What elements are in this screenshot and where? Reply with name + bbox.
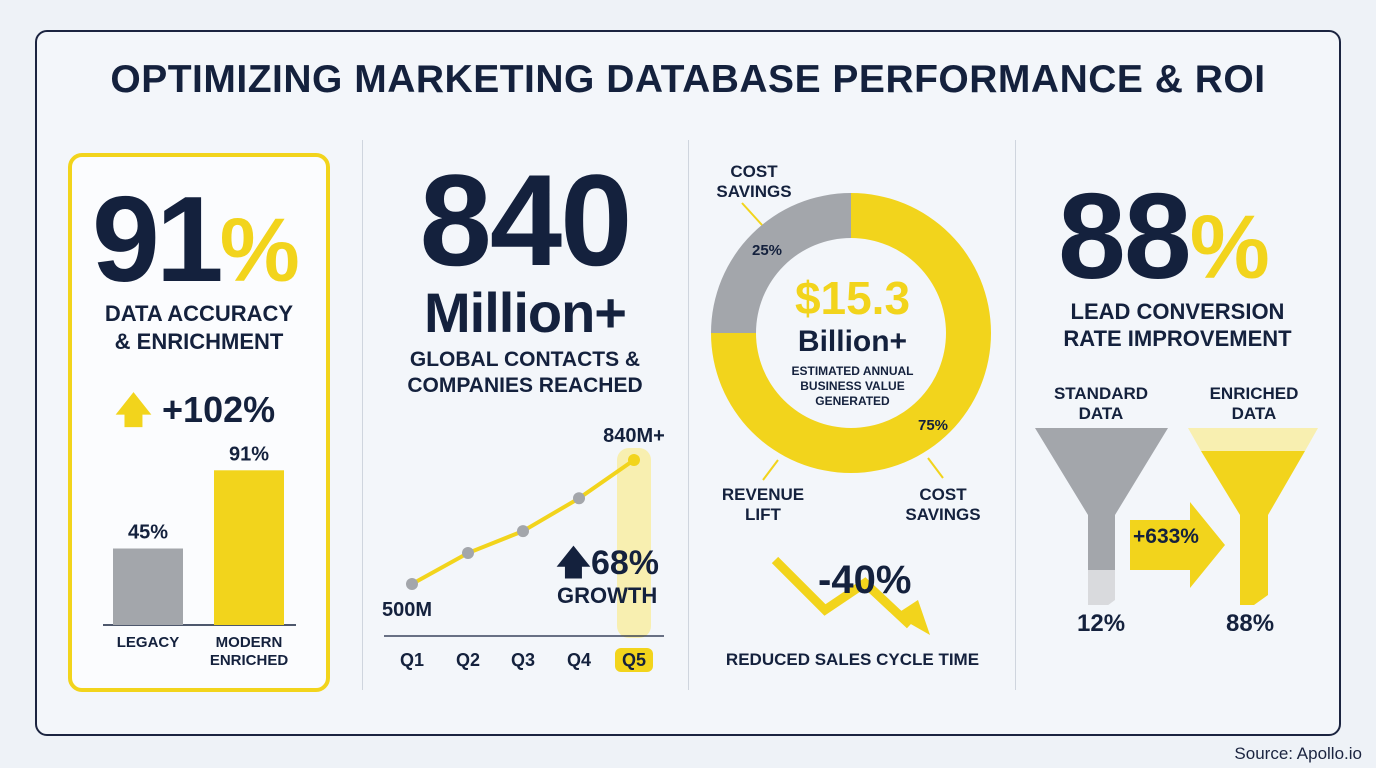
arrow-up-icon: 🡅 [115,389,153,430]
enriched-funnel [1201,451,1305,605]
reduction-label: REDUCED SALES CYCLE TIME [725,650,980,669]
label-line: LEAD CONVERSION [1070,299,1285,324]
percent-sign: % [219,201,300,301]
data-point [573,492,585,505]
data-point [462,547,474,559]
enriched-value: 88% [1226,610,1275,637]
increase-arrow [1130,502,1225,588]
conversion-number: 88 [1058,168,1192,304]
growth-label: GROWTH [557,583,658,608]
conversion-value: 88% [1058,175,1270,298]
label-line: BUSINESS VALUE [800,379,905,393]
cost-savings-label-top: COST SAVINGS [700,162,808,202]
label-line: REVENUE [721,485,805,504]
label-line: STANDARD [1053,384,1149,403]
label-line: DATA [1078,404,1124,423]
funnel-chart [1035,428,1318,605]
accuracy-number: 91 [92,171,224,307]
growth-value: 🡅68% [556,545,659,581]
x-tick-label: Q5 [622,650,646,670]
label-line: COMPANIES REACHED [407,374,643,397]
arrow-up-icon: 🡅 [556,544,591,582]
standard-data-label: STANDARD DATA [1035,384,1167,424]
donut-slice [711,193,851,333]
page-title: OPTIMIZING MARKETING DATABASE PERFORMANC… [110,58,1266,101]
cost-savings-label-bottom: COST SAVINGS [888,485,998,525]
bar-category-label: MODERN [216,634,283,651]
leader-line [741,202,763,226]
contacts-value: 840 [419,147,633,293]
label-line: SAVINGS [905,505,981,524]
data-point [628,454,640,466]
standard-value: 12% [1077,610,1126,637]
source-credit: Source: Apollo.io [1234,744,1362,763]
contacts-unit: Million+ [424,281,627,344]
bar-category-label: ENRICHED [210,652,289,669]
bar-value-label: 91% [229,443,269,465]
contacts-line-chart: Q1 Q2 Q3 Q4 Q5 500M 840M+ [382,425,665,672]
bar [113,548,183,625]
point-label: 840M+ [603,425,665,447]
data-point [406,578,418,590]
accuracy-change: 🡅 +102% [115,390,275,430]
increase-value: +633% [1133,525,1199,548]
x-tick-label: Q2 [456,650,480,670]
highlight-tick-bg [615,648,653,672]
highlight-band [617,448,651,638]
label-line: COST [730,162,778,181]
label-line: RATE IMPROVEMENT [1063,326,1292,351]
enriched-funnel-top [1188,428,1318,451]
contacts-label: GLOBAL CONTACTS & COMPANIES REACHED [362,347,688,399]
bar-value-label: 45% [128,522,168,544]
label-line: DATA ACCURACY [104,301,294,326]
leader-line [762,459,779,481]
divider [1015,140,1016,690]
divider [688,140,689,690]
label-line: ESTIMATED ANNUAL [791,364,914,378]
slice-label: 75% [918,417,948,434]
point-label: 500M [382,599,432,621]
bar [214,470,284,625]
label-line: GENERATED [815,394,890,408]
trend-down-arrow-icon [771,556,930,635]
value-sublabel: ESTIMATED ANNUAL BUSINESS VALUE GENERATED [700,364,1005,409]
accuracy-value: 91% [92,178,300,301]
divider [362,140,363,690]
slice-label: 25% [752,242,782,259]
data-point [517,525,529,538]
label-line: COST [919,485,967,504]
label-line: & ENRICHMENT [114,329,284,354]
label-line: SAVINGS [716,182,792,201]
revenue-lift-label: REVENUE LIFT [708,485,818,525]
label-line: ENRICHED [1209,384,1299,403]
bar-category-label: LEGACY [117,634,180,651]
standard-funnel-tip [1088,570,1115,605]
percent-sign: % [1189,198,1270,298]
label-line: LIFT [745,505,781,524]
label-line: DATA [1231,404,1277,423]
x-tick-label: Q1 [400,650,424,670]
growth-number: 68% [590,544,660,582]
value-unit: Billion+ [797,325,908,358]
conversion-label: LEAD CONVERSION RATE IMPROVEMENT [1015,298,1340,352]
change-value: +102% [162,389,276,430]
value-donut-chart: 25% 75% [711,193,991,481]
value-number: $15.3 [794,272,911,324]
accuracy-label: DATA ACCURACY & ENRICHMENT [68,300,330,356]
reduction-value: -40% [818,558,912,602]
accuracy-card [68,153,330,692]
standard-funnel [1035,428,1168,570]
x-tick-label: Q3 [511,650,535,670]
leader-line [927,457,944,479]
enriched-data-label: ENRICHED DATA [1188,384,1320,424]
x-tick-label: Q4 [567,650,591,670]
label-line: GLOBAL CONTACTS & [409,348,641,371]
donut-slice [711,193,991,473]
